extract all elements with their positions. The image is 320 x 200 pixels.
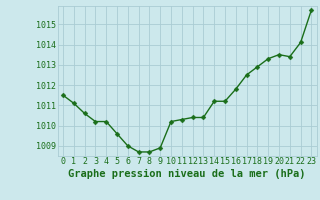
X-axis label: Graphe pression niveau de la mer (hPa): Graphe pression niveau de la mer (hPa)	[68, 169, 306, 179]
